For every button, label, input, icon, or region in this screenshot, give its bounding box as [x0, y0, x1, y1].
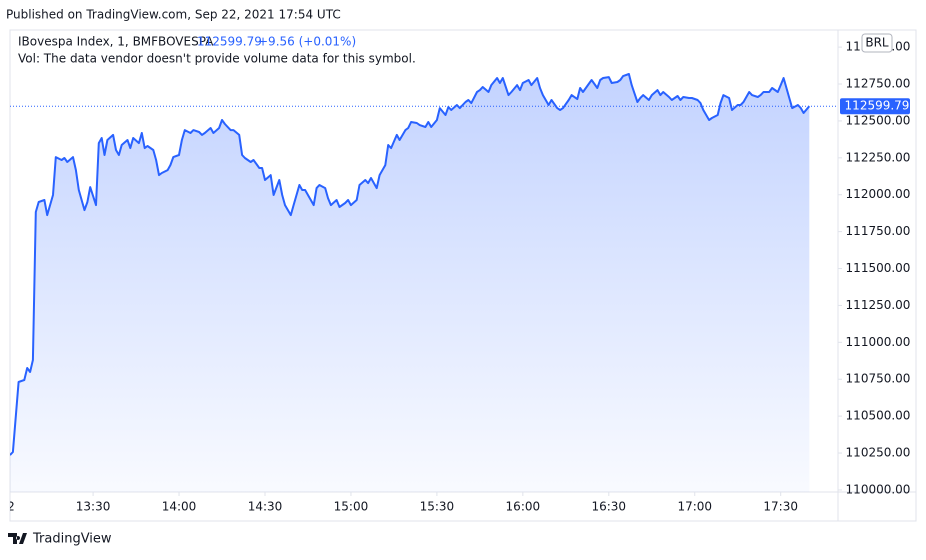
currency-badge[interactable]: BRL: [861, 33, 893, 53]
x-tick-label: 13:30: [76, 500, 111, 514]
plot-area: [10, 73, 838, 492]
currency-box[interactable]: [861, 33, 893, 53]
brand-name[interactable]: TradingView: [32, 532, 112, 547]
y-tick-label: 112000.00: [846, 187, 911, 201]
x-tick-label: 16:00: [506, 500, 541, 514]
last-price: 112599.79: [197, 35, 262, 49]
y-tick-label: 110250.00: [846, 446, 911, 460]
y-tick-label: 111000.00: [846, 335, 911, 349]
x-tick-label: 14:30: [248, 500, 283, 514]
x-tick-label: 14:00: [162, 500, 197, 514]
y-tick-label: 111500.00: [846, 261, 911, 275]
legend: IBovespa Index, 1, BMFBOVESPA 112599.79 …: [18, 35, 416, 66]
x-tick-label: 16:30: [591, 500, 626, 514]
price-axis: 110000.00 110250.00 110500.00 110750.00 1110…: [838, 40, 911, 496]
x-tick-label: 17:30: [763, 500, 798, 514]
price-line: [10, 73, 811, 456]
currency-label[interactable]: BRL: [865, 36, 889, 50]
x-tick-label: 22: [0, 500, 15, 514]
x-tick-label: 15:00: [334, 500, 369, 514]
area-fill: [10, 74, 810, 492]
symbol-name: IBovespa Index, 1, BMFBOVESPA: [18, 35, 214, 49]
last-price-label: 112599.79: [845, 99, 910, 113]
y-tick-label: 112250.00: [846, 150, 911, 164]
brand-logo[interactable]: [8, 533, 27, 544]
y-tick-label: 112500.00: [846, 113, 911, 127]
price-change: +9.56 (+0.01%): [258, 35, 356, 49]
y-tick-label: 110500.00: [846, 409, 911, 423]
x-tick-label: 15:30: [420, 500, 455, 514]
last-price-badge: [840, 98, 910, 115]
time-axis: 22 13:30 14:00 14:30 15:00 15:30 16:00 16:30 17:…: [0, 492, 798, 514]
y-tick-label: 111250.00: [846, 298, 911, 312]
published-note: Published on TradingView.com, Sep 22, 20…: [6, 8, 341, 22]
x-tick-label: 17:00: [677, 500, 712, 514]
y-tick-label: 110000.00: [846, 482, 911, 496]
y-tick-label: 110750.00: [846, 372, 911, 386]
volume-note: Vol: The data vendor doesn't provide vol…: [18, 52, 416, 66]
brand-footer[interactable]: TradingView: [8, 532, 112, 547]
y-tick-label: 111750.00: [846, 224, 911, 238]
y-tick-label: 112750.00: [846, 77, 911, 91]
chart-frame: [9, 29, 917, 522]
